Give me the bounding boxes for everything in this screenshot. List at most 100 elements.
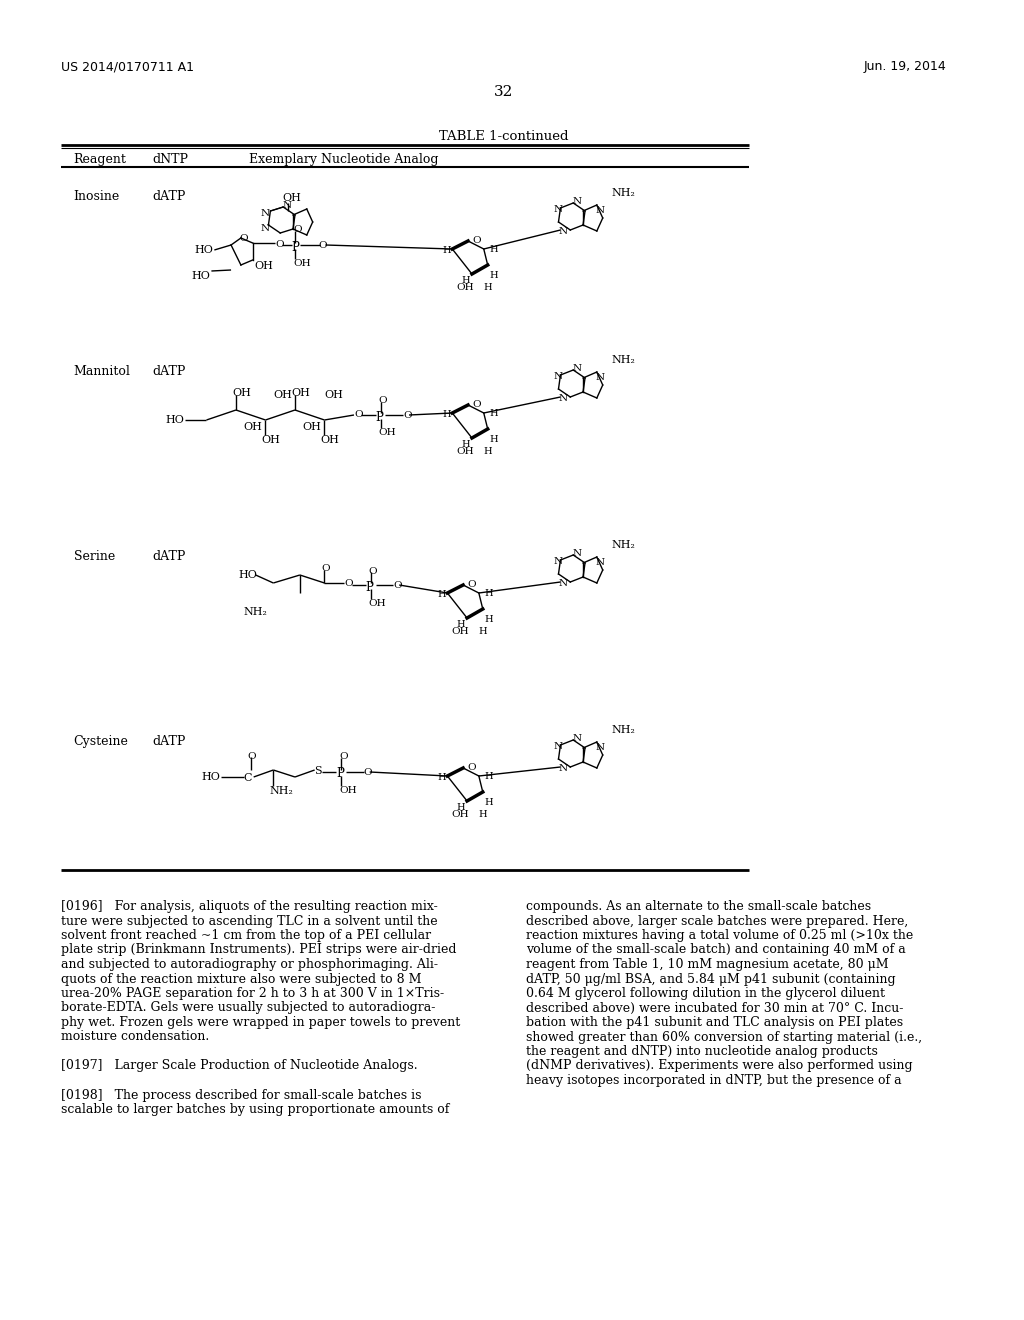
Text: HO: HO [238, 570, 257, 579]
Text: N: N [596, 374, 605, 381]
Text: H: H [483, 282, 493, 292]
Text: 32: 32 [494, 84, 513, 99]
Text: HO: HO [165, 414, 184, 425]
Text: described above, larger scale batches were prepared. Here,: described above, larger scale batches we… [526, 915, 908, 928]
Text: H: H [479, 810, 487, 818]
Text: moisture condensation.: moisture condensation. [61, 1031, 209, 1044]
Text: H: H [461, 276, 470, 285]
Text: N: N [558, 393, 567, 403]
Text: phy wet. Frozen gels were wrapped in paper towels to prevent: phy wet. Frozen gels were wrapped in pap… [61, 1016, 460, 1030]
Text: OH: OH [283, 193, 301, 203]
Text: N: N [572, 549, 582, 558]
Text: compounds. As an alternate to the small-scale batches: compounds. As an alternate to the small-… [526, 900, 871, 913]
Text: C: C [244, 774, 252, 783]
Text: H: H [484, 799, 494, 807]
Text: O: O [364, 768, 373, 777]
Text: O: O [318, 242, 328, 249]
Text: OH: OH [452, 810, 469, 818]
Text: P: P [336, 767, 344, 780]
Text: dATP: dATP [153, 190, 185, 203]
Text: N: N [596, 206, 605, 215]
Text: ture were subjected to ascending TLC in a solvent until the: ture were subjected to ascending TLC in … [61, 915, 437, 928]
Text: O: O [379, 396, 387, 405]
Text: H: H [461, 440, 470, 449]
Text: OH: OH [452, 627, 469, 636]
Text: OH: OH [291, 388, 310, 399]
Text: O: O [339, 752, 348, 762]
Text: Serine: Serine [74, 550, 115, 564]
Text: NH₂: NH₂ [269, 785, 293, 796]
Text: [0197]   Larger Scale Production of Nucleotide Analogs.: [0197] Larger Scale Production of Nucleo… [61, 1060, 418, 1072]
Text: N: N [572, 197, 582, 206]
Text: dATP: dATP [153, 550, 185, 564]
Text: S: S [313, 766, 322, 776]
Text: H: H [484, 589, 494, 598]
Text: urea-20% PAGE separation for 2 h to 3 h at 300 V in 1×Tris-: urea-20% PAGE separation for 2 h to 3 h … [61, 987, 444, 1001]
Text: H: H [489, 246, 499, 253]
Text: HO: HO [202, 772, 220, 781]
Text: HO: HO [191, 271, 211, 281]
Text: OH: OH [457, 282, 474, 292]
Text: O: O [393, 581, 402, 590]
Text: OH: OH [232, 388, 251, 399]
Text: [0196]   For analysis, aliquots of the resulting reaction mix-: [0196] For analysis, aliquots of the res… [61, 900, 437, 913]
Text: O: O [403, 411, 412, 420]
Text: Cysteine: Cysteine [74, 735, 129, 748]
Text: NH₂: NH₂ [611, 187, 636, 198]
Text: H: H [489, 271, 499, 280]
Text: 0.64 M glycerol following dilution in the glycerol diluent: 0.64 M glycerol following dilution in th… [526, 987, 885, 1001]
Text: O: O [248, 752, 256, 762]
Text: scalable to larger batches by using proportionate amounts of: scalable to larger batches by using prop… [61, 1104, 450, 1115]
Text: O: O [239, 234, 248, 243]
Text: N: N [572, 734, 582, 743]
Text: the reagent and dNTP) into nucleotide analog products: the reagent and dNTP) into nucleotide an… [526, 1045, 878, 1059]
Text: OH: OH [325, 389, 343, 400]
Text: N: N [260, 209, 269, 218]
Text: H: H [457, 803, 465, 812]
Text: [0198]   The process described for small-scale batches is: [0198] The process described for small-s… [61, 1089, 422, 1101]
Text: H: H [442, 246, 452, 255]
Text: Exemplary Nucleotide Analog: Exemplary Nucleotide Analog [250, 153, 439, 166]
Text: N: N [558, 764, 567, 774]
Text: (dNMP derivatives). Experiments were also performed using: (dNMP derivatives). Experiments were als… [526, 1060, 912, 1072]
Text: N: N [572, 364, 582, 374]
Text: TABLE 1-continued: TABLE 1-continued [438, 129, 568, 143]
Text: dATP, 50 μg/ml BSA, and 5.84 μM p41 subunit (containing: dATP, 50 μg/ml BSA, and 5.84 μM p41 subu… [526, 973, 896, 986]
Text: H: H [489, 409, 499, 418]
Text: quots of the reaction mixture also were subjected to 8 M: quots of the reaction mixture also were … [61, 973, 422, 986]
Text: N: N [283, 201, 291, 210]
Text: O: O [472, 400, 480, 409]
Text: Mannitol: Mannitol [74, 366, 131, 378]
Text: H: H [437, 590, 446, 599]
Text: H: H [483, 447, 493, 455]
Text: and subjected to autoradiography or phosphorimaging. Ali-: and subjected to autoradiography or phos… [61, 958, 438, 972]
Text: bation with the p41 subunit and TLC analysis on PEI plates: bation with the p41 subunit and TLC anal… [526, 1016, 903, 1030]
Text: reaction mixtures having a total volume of 0.25 ml (>10x the: reaction mixtures having a total volume … [526, 929, 913, 942]
Text: H: H [442, 411, 452, 418]
Text: H: H [479, 627, 487, 636]
Text: P: P [376, 411, 383, 424]
Text: N: N [596, 558, 605, 568]
Text: O: O [354, 411, 362, 418]
Text: H: H [484, 772, 494, 781]
Text: OH: OH [244, 422, 263, 432]
Text: OH: OH [369, 599, 386, 609]
Text: dATP: dATP [153, 735, 185, 748]
Text: borate-EDTA. Gels were usually subjected to autoradiogra-: borate-EDTA. Gels were usually subjected… [61, 1002, 435, 1015]
Text: plate strip (Brinkmann Instruments). PEI strips were air-dried: plate strip (Brinkmann Instruments). PEI… [61, 944, 457, 957]
Text: O: O [322, 564, 330, 573]
Text: H: H [437, 774, 446, 781]
Text: heavy isotopes incorporated in dNTP, but the presence of a: heavy isotopes incorporated in dNTP, but… [526, 1074, 902, 1086]
Text: volume of the small-scale batch) and containing 40 mM of a: volume of the small-scale batch) and con… [526, 944, 906, 957]
Text: N: N [554, 742, 563, 751]
Text: dATP: dATP [153, 366, 185, 378]
Text: N: N [554, 557, 563, 566]
Text: OH: OH [321, 436, 339, 445]
Text: N: N [596, 743, 605, 752]
Text: dNTP: dNTP [153, 153, 188, 166]
Text: N: N [558, 579, 567, 587]
Text: H: H [484, 615, 494, 624]
Text: N: N [260, 224, 269, 234]
Text: OH: OH [303, 422, 322, 432]
Text: showed greater than 60% conversion of starting material (i.e.,: showed greater than 60% conversion of st… [526, 1031, 923, 1044]
